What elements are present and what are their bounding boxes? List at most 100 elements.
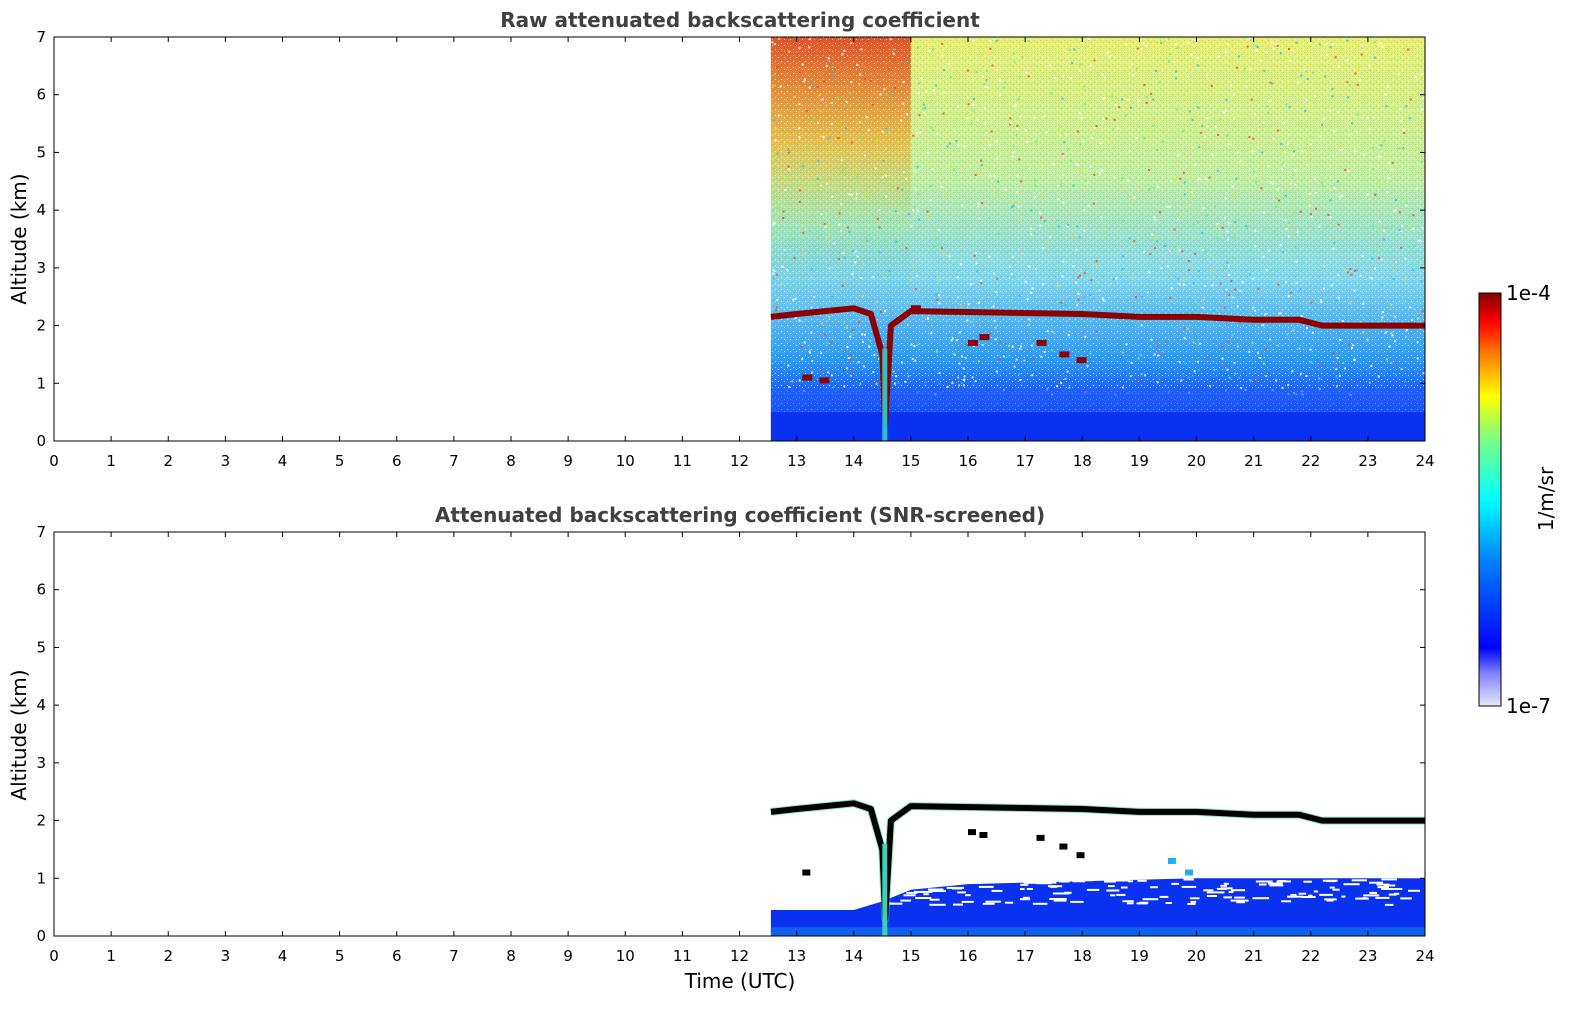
noise-speckles [771, 37, 1425, 396]
colorbar-max-label: 1e-4 [1506, 281, 1551, 305]
cloud-fragment [968, 829, 976, 836]
x-tick-label: 14 [844, 947, 863, 965]
precip-streak [882, 843, 888, 936]
y-tick-label: 2 [36, 317, 46, 335]
x-tick-label: 4 [278, 452, 288, 470]
cloud-fragment [1076, 357, 1087, 364]
cloud-layer [770, 800, 1425, 922]
cloud-fragment [1036, 339, 1047, 346]
cloud-fragment [1059, 843, 1068, 850]
panel2-title: Attenuated backscattering coefficient (S… [435, 503, 1045, 527]
x-tick-label: 2 [163, 452, 173, 470]
colorbar-min-label: 1e-7 [1506, 694, 1551, 718]
y-tick-label: 0 [36, 432, 46, 450]
x-tick-label: 17 [1016, 947, 1035, 965]
x-tick-label: 2 [163, 947, 173, 965]
cloud-fragment [1076, 852, 1085, 859]
cloud-fragment [968, 339, 978, 346]
panel2-axes: 0 1 2 3 4 5 6 7 8 9 10 11 12 13 14 15 16 17 18 19 20 21 22 23 24… [36, 523, 1434, 965]
near-ground-signal [770, 412, 1425, 441]
x-tick-label: 16 [958, 452, 977, 470]
x-tick-label: 9 [563, 947, 573, 965]
y-tick-label: 0 [36, 927, 46, 945]
x-tick-label: 0 [49, 452, 59, 470]
x-tick-label: 12 [730, 947, 749, 965]
panel1-title: Raw attenuated backscattering coefficien… [500, 8, 980, 32]
x-tick-label: 3 [221, 947, 231, 965]
cloud-fragment [979, 832, 988, 838]
x-tick-label: 11 [673, 452, 692, 470]
cloud-fragment [979, 334, 990, 341]
x-tick-label: 19 [1130, 452, 1149, 470]
x-tick-label: 1 [106, 452, 116, 470]
raw-backscatter-panel: Raw attenuated backscattering coefficien… [7, 8, 1435, 470]
screened-gaps [771, 878, 1421, 906]
x-tick-label: 4 [278, 947, 288, 965]
cloud-fragment [1059, 351, 1070, 358]
plot-frame [53, 531, 1426, 937]
x-tick-label: 20 [1187, 947, 1206, 965]
y-tick-label: 7 [36, 28, 46, 46]
cloud-fragment [819, 377, 830, 384]
y-tick-label: 6 [36, 581, 46, 599]
y-tick-label: 7 [36, 523, 46, 541]
boundary-layer-signal [770, 878, 1425, 936]
x-tick-label: 7 [449, 452, 459, 470]
y-tick-label: 4 [36, 696, 46, 714]
x-tick-label: 24 [1415, 947, 1434, 965]
panel2-xlabel: Time (UTC) [684, 969, 796, 993]
x-tick-label: 17 [1016, 452, 1035, 470]
y-tick-label: 1 [36, 869, 46, 887]
x-tick-label: 24 [1415, 452, 1434, 470]
precip-streak [882, 348, 888, 441]
x-tick-label: 18 [1073, 947, 1092, 965]
y-tick-label: 6 [36, 86, 46, 104]
y-tick-label: 1 [36, 374, 46, 392]
x-tick-label: 13 [787, 452, 806, 470]
x-tick-label: 0 [49, 947, 59, 965]
panel2-heatmap [770, 799, 1425, 936]
snr-screened-panel: Attenuated backscattering coefficient (S… [7, 503, 1435, 993]
colorbar: 1e-4 1e-7 1/m/sr [1478, 281, 1558, 718]
x-tick-label: 20 [1187, 452, 1206, 470]
cloud-fragment [1036, 834, 1045, 841]
cloud-fragment [802, 869, 811, 876]
x-tick-label: 14 [844, 452, 863, 470]
x-tick-label: 15 [901, 947, 920, 965]
x-tick-label: 6 [392, 947, 402, 965]
x-tick-label: 1 [106, 947, 116, 965]
x-tick-label: 22 [1301, 947, 1320, 965]
x-tick-label: 21 [1244, 452, 1263, 470]
x-tick-label: 11 [673, 947, 692, 965]
y-tick-label: 2 [36, 812, 46, 830]
x-tick-label: 22 [1301, 452, 1320, 470]
y-tick-label: 3 [36, 754, 46, 772]
x-tick-label: 23 [1358, 947, 1377, 965]
cloud-fragment [802, 374, 813, 381]
x-tick-label: 3 [221, 452, 231, 470]
panel2-ylabel: Altitude (km) [7, 669, 31, 800]
x-tick-label: 16 [958, 947, 977, 965]
x-tick-label: 8 [506, 452, 516, 470]
x-tick-label: 12 [730, 452, 749, 470]
y-tick-label: 3 [36, 259, 46, 277]
y-tick-label: 5 [36, 638, 46, 656]
x-tick-label: 5 [335, 947, 345, 965]
colorbar-gradient [1478, 292, 1502, 707]
x-tick-label: 21 [1244, 947, 1263, 965]
x-tick-label: 10 [616, 947, 635, 965]
x-tick-label: 5 [335, 452, 345, 470]
y-tick-label: 4 [36, 201, 46, 219]
x-tick-label: 23 [1358, 452, 1377, 470]
x-tick-label: 13 [787, 947, 806, 965]
x-tick-label: 18 [1073, 452, 1092, 470]
x-tick-label: 19 [1130, 947, 1149, 965]
x-tick-label: 9 [563, 452, 573, 470]
panel1-ylabel: Altitude (km) [7, 173, 31, 304]
y-tick-label: 5 [36, 143, 46, 161]
cloud-fragment [1185, 869, 1194, 876]
x-tick-label: 8 [506, 947, 516, 965]
x-tick-label: 6 [392, 452, 402, 470]
x-tick-label: 15 [901, 452, 920, 470]
